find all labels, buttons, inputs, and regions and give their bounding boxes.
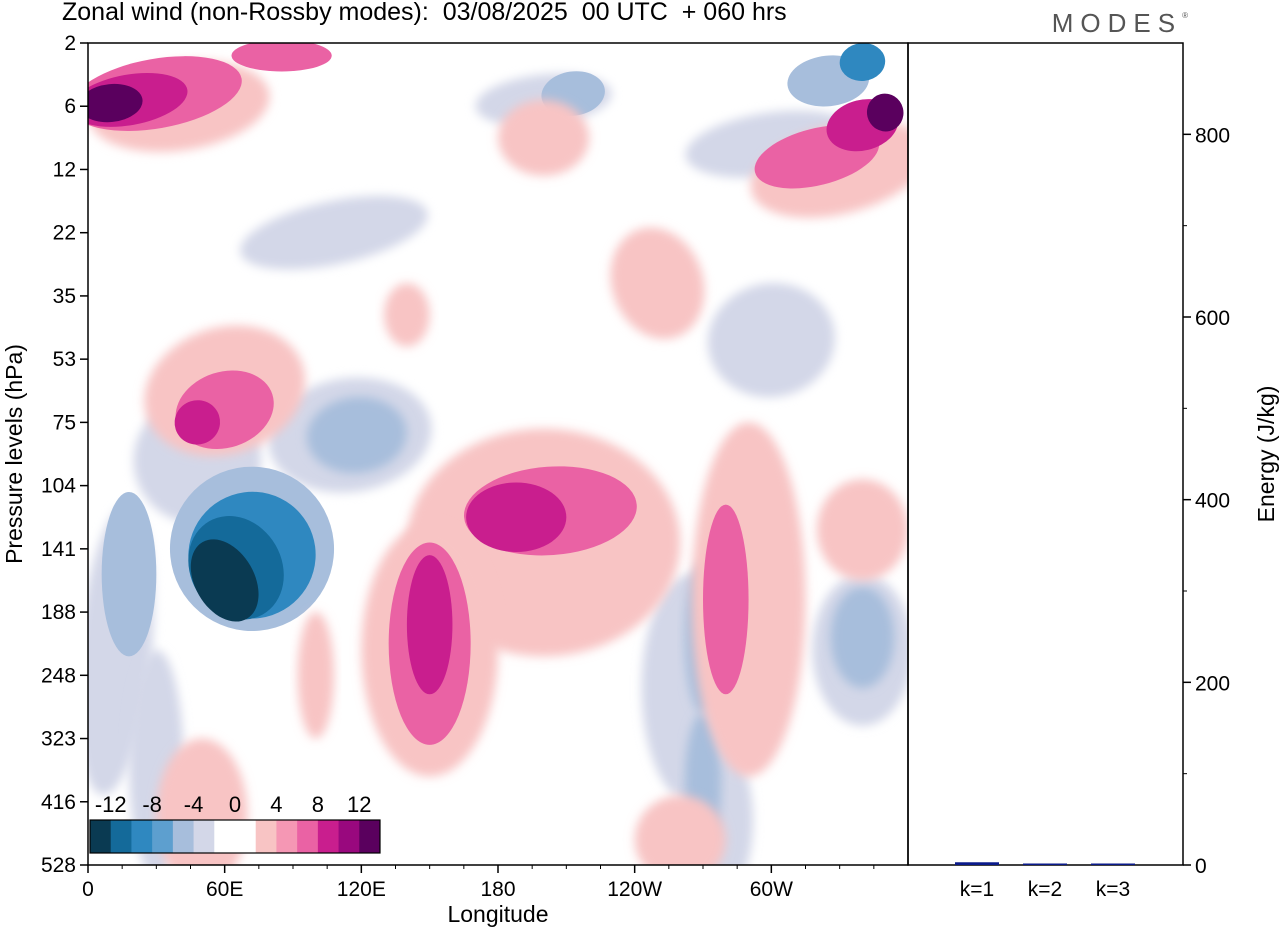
colorbar-swatch xyxy=(193,820,215,853)
colorbar-label: 4 xyxy=(270,792,282,817)
contour-region xyxy=(297,612,334,739)
energy-tick-label: 0 xyxy=(1195,855,1207,878)
logo-mark: ® xyxy=(1182,11,1188,21)
y-axis-label: Pressure levels (hPa) xyxy=(1,344,27,564)
y-tick-label: 141 xyxy=(41,538,76,561)
x-tick-label: 120E xyxy=(337,878,386,901)
colorbar-swatch xyxy=(131,820,153,853)
colorbar-swatch xyxy=(255,820,277,853)
contour-region xyxy=(610,227,705,339)
energy-tick-label: 800 xyxy=(1195,124,1230,147)
x-axis-label: Longitude xyxy=(447,901,548,927)
contour-region xyxy=(240,195,428,270)
colorbar-swatch xyxy=(297,820,319,853)
colorbar-frame xyxy=(89,819,381,854)
y-tick-label: 53 xyxy=(53,348,76,371)
y-tick-label: 6 xyxy=(64,95,76,118)
colorbar-label: -8 xyxy=(142,792,162,817)
colorbar-swatch xyxy=(359,820,381,853)
y-tick-label: 248 xyxy=(41,664,76,687)
colorbar-swatch xyxy=(152,820,174,853)
energy-bar-plot: k=1 k=2 k=3 0 200 400 600 800 Energy (J/kg) xyxy=(907,42,1279,901)
contour-region xyxy=(174,400,221,445)
colorbar-swatch xyxy=(317,820,340,853)
heatmap-plot: 0 60E 120E 180 120W 60W 2 6 12 22 35 53 75 104 141 188… xyxy=(1,32,909,927)
energy-axis-label: Energy (J/kg) xyxy=(1253,386,1279,523)
colorbar-label: -4 xyxy=(184,792,204,817)
contour-region xyxy=(231,43,332,72)
x-tick-label: 120W xyxy=(607,878,662,901)
y-tick-label: 75 xyxy=(53,411,76,434)
contour-region xyxy=(816,479,908,581)
y-tick-label: 35 xyxy=(53,285,76,308)
bar-category-label: k=3 xyxy=(1096,878,1130,901)
colorbar-label: 8 xyxy=(312,792,324,817)
bar-category-label: k=1 xyxy=(960,878,994,901)
y-tick-label: 416 xyxy=(41,791,76,814)
colorbar-swatch xyxy=(90,820,112,853)
contour-region xyxy=(703,504,749,695)
colorbar-label: 12 xyxy=(347,792,371,817)
y-tick-label: 188 xyxy=(41,601,76,624)
bar-category-label: k=2 xyxy=(1028,878,1062,901)
contour-region xyxy=(839,43,886,81)
colorbar-label: -12 xyxy=(95,792,127,817)
y-tick-label: 2 xyxy=(64,32,76,55)
contour-region xyxy=(101,491,157,657)
colorbar-label: 0 xyxy=(229,792,241,817)
contour-region xyxy=(306,396,407,474)
contour-region xyxy=(384,283,430,347)
contour-region xyxy=(707,283,835,398)
colorbar-swatch xyxy=(338,820,360,853)
colorbar-swatch xyxy=(172,820,195,853)
chart-title: Zonal wind (non-Rossby modes): 03/08/202… xyxy=(62,0,787,26)
x-tick-label: 0 xyxy=(82,878,94,901)
colorbar-swatch xyxy=(235,820,257,853)
y-tick-label: 323 xyxy=(41,728,76,751)
contour-region xyxy=(466,482,567,553)
bar-plot-frame xyxy=(907,42,1184,866)
logo-text: MODES xyxy=(1051,8,1183,38)
x-tick-label: 180 xyxy=(480,878,515,901)
x-tick-label: 60E xyxy=(206,878,243,901)
energy-tick-label: 600 xyxy=(1195,307,1230,330)
y-tick-label: 22 xyxy=(53,222,76,245)
y-tick-label: 104 xyxy=(41,475,76,498)
energy-bar xyxy=(955,862,999,865)
colorbar-swatch xyxy=(276,820,298,853)
contour-region xyxy=(498,99,590,176)
contour-region xyxy=(634,795,726,865)
energy-bar xyxy=(1091,863,1135,865)
colorbar: -12 -8 -4 0 4 8 12 xyxy=(89,792,381,854)
colorbar-swatch xyxy=(110,820,132,853)
energy-tick-label: 400 xyxy=(1195,490,1230,513)
contour-region xyxy=(88,93,114,119)
energy-tick-label: 200 xyxy=(1195,672,1230,695)
energy-bar xyxy=(1023,863,1067,865)
contour-region xyxy=(830,586,895,688)
modes-logo: MODES® xyxy=(1052,8,1188,39)
colorbar-swatch xyxy=(214,820,236,853)
contour-region xyxy=(190,539,259,622)
contour-region xyxy=(406,555,453,695)
y-tick-label: 528 xyxy=(41,854,76,877)
contour-region xyxy=(866,93,904,132)
y-tick-label: 12 xyxy=(53,158,76,181)
x-tick-label: 60W xyxy=(750,878,793,901)
